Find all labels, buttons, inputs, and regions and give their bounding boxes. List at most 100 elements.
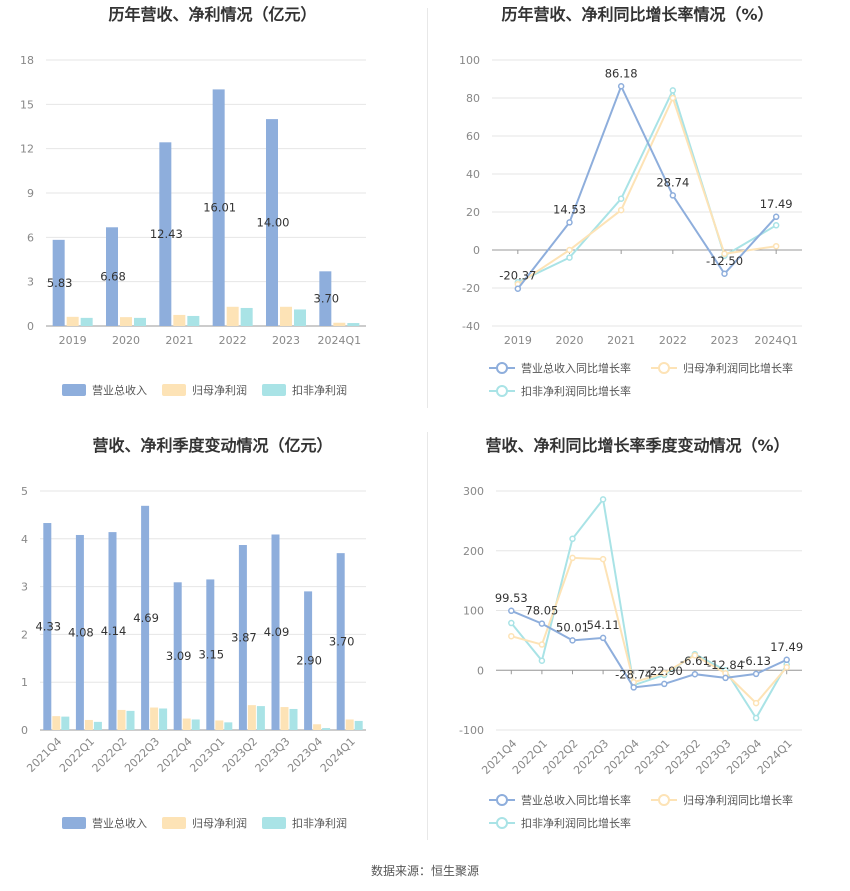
bar: [141, 505, 150, 730]
x-tick-label: 2023: [272, 334, 300, 347]
x-tick-label: 2023: [711, 334, 739, 347]
y-tick-label: 0: [473, 244, 480, 257]
legend-label: 扣非净利润同比增长率: [521, 816, 631, 830]
bar: [280, 306, 292, 326]
bar: [224, 722, 233, 730]
y-tick-label: 300: [463, 485, 484, 498]
data-point: [783, 664, 790, 671]
y-tick-label: 1: [21, 676, 28, 689]
x-tick-label: 2021: [165, 334, 193, 347]
data-label: 6.68: [100, 270, 126, 284]
chart-title: 历年营收、净利同比增长率情况（%）: [501, 5, 773, 24]
legend-label: 扣非净利润: [292, 383, 347, 397]
bar: [304, 591, 313, 730]
y-tick-label: 6: [27, 231, 34, 244]
data-label: 3.09: [166, 649, 192, 663]
data-point: [538, 620, 546, 627]
data-label: 4.69: [133, 611, 159, 625]
bar: [43, 523, 52, 730]
x-tick-label: 2022Q4: [155, 735, 195, 775]
data-point: [617, 195, 625, 202]
data-label: -28.74: [615, 667, 652, 681]
y-tick-label: 40: [466, 168, 480, 181]
bar: [319, 271, 332, 326]
data-point: [566, 254, 573, 261]
bar: [66, 316, 79, 326]
data-label: 4.14: [101, 624, 127, 638]
data-label: -20.37: [499, 269, 536, 283]
bar: [280, 707, 289, 730]
data-point: [508, 632, 515, 640]
data-point: [691, 652, 699, 659]
data-point: [569, 637, 576, 644]
legend-label: 营业总收入同比增长率: [521, 361, 631, 375]
x-tick-label: 2021Q4: [24, 735, 64, 775]
bar: [117, 709, 126, 730]
y-tick-label: 18: [20, 54, 34, 67]
data-label: -6.61: [680, 654, 710, 668]
bar: [126, 710, 135, 730]
data-point: [599, 555, 607, 563]
data-point: [566, 219, 573, 226]
annual-revenue-profit-chart: 历年营收、净利情况（亿元） 0 3 6 9 12 15 18 5.83 2019 6.68 2020 1…: [20, 5, 366, 397]
data-point: [772, 222, 780, 229]
data-point: [514, 285, 522, 292]
data-label: 3.87: [231, 631, 257, 645]
chart-title: 营收、净利同比增长率季度变动情况（%）: [485, 436, 789, 455]
bar: [226, 306, 239, 326]
data-label: 28.74: [656, 175, 689, 189]
legend-swatch: [262, 384, 286, 396]
data-point: [569, 535, 576, 543]
x-tick-label: 2019: [504, 334, 532, 347]
y-tick-label: 0: [477, 664, 484, 677]
legend-label: 归母净利润: [192, 816, 247, 830]
data-label: 12.43: [150, 227, 183, 241]
data-label: -6.13: [741, 654, 771, 668]
legend-label: 归母净利润同比增长率: [683, 361, 793, 375]
data-point: [599, 496, 607, 503]
bar: [354, 720, 363, 730]
legend-marker: [496, 362, 508, 374]
bar: [322, 728, 331, 730]
bar: [134, 317, 146, 326]
data-point: [772, 213, 780, 221]
data-label: -12.50: [706, 254, 743, 268]
y-tick-label: 5: [21, 485, 28, 498]
y-tick-label: 200: [463, 545, 484, 558]
y-tick-label: 12: [20, 143, 34, 156]
data-point: [772, 242, 780, 250]
legend-swatch: [262, 817, 286, 829]
y-tick-label: 100: [459, 54, 480, 67]
x-tick-label: 2024Q1: [318, 334, 362, 347]
data-label: 17.49: [760, 197, 793, 211]
data-label: 14.00: [257, 216, 290, 230]
y-tick-label: -40: [462, 320, 480, 333]
bar: [52, 716, 61, 730]
bar: [93, 721, 102, 730]
bar: [289, 708, 298, 730]
x-tick-label: 2022Q1: [57, 735, 97, 775]
legend-marker: [496, 794, 508, 806]
chart-title: 营收、净利季度变动情况（亿元）: [92, 436, 332, 455]
bar: [206, 579, 215, 730]
bar: [150, 707, 159, 730]
data-label: 17.49: [770, 640, 803, 654]
data-point: [691, 670, 699, 678]
series-line: [517, 87, 777, 284]
data-label: -22.90: [646, 664, 683, 678]
bar: [347, 323, 360, 326]
legend-label: 营业总收入同比增长率: [521, 793, 631, 807]
chart-title: 历年营收、净利情况（亿元）: [108, 5, 316, 24]
data-point: [599, 634, 607, 642]
data-point: [752, 670, 760, 678]
data-label: 4.33: [35, 620, 61, 634]
bar: [80, 317, 93, 326]
data-point: [722, 674, 729, 682]
series-line: [510, 609, 788, 689]
x-tick-label: 2023Q2: [220, 735, 260, 775]
bar: [159, 142, 172, 326]
bar: [61, 716, 70, 730]
y-tick-label: -20: [462, 282, 480, 295]
bar: [266, 119, 278, 326]
series-line: [511, 556, 788, 705]
